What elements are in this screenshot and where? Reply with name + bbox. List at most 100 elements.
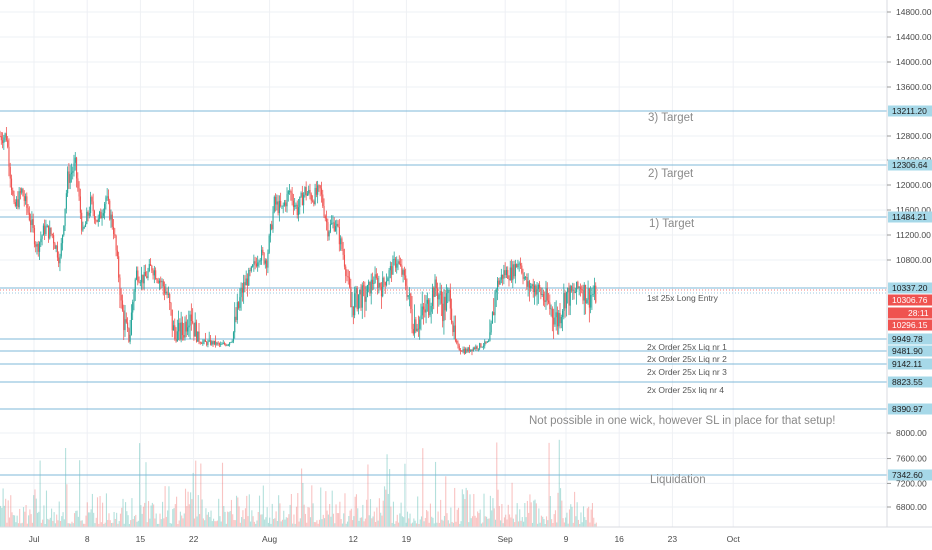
volume-bar xyxy=(42,519,44,527)
candle-body xyxy=(258,261,260,263)
candle-body xyxy=(164,286,166,294)
candle-body xyxy=(299,196,301,208)
candle-body xyxy=(499,279,501,285)
volume-bar xyxy=(567,523,569,527)
candle-body xyxy=(360,289,362,308)
volume-bar xyxy=(489,495,491,527)
volume-bar xyxy=(440,499,442,527)
candle-body xyxy=(167,294,169,295)
candle-body xyxy=(239,297,241,308)
candle-body xyxy=(76,157,78,179)
volume-bar xyxy=(274,518,276,527)
candle-body xyxy=(420,315,422,320)
candle-body xyxy=(268,235,270,253)
volume-bar xyxy=(299,518,301,527)
candle-body xyxy=(587,288,589,300)
volume-bar xyxy=(190,492,192,527)
candle-body xyxy=(81,212,83,231)
candle-body xyxy=(426,299,428,304)
volume-bar xyxy=(311,485,313,527)
volume-bar xyxy=(33,495,35,527)
candle-body xyxy=(462,349,464,352)
volume-bar xyxy=(517,521,520,527)
volume-bar xyxy=(133,516,136,527)
candle-body xyxy=(476,346,478,349)
volume-bar xyxy=(443,515,446,527)
volume-bar xyxy=(395,521,397,527)
candle-body xyxy=(65,193,67,209)
candles[interactable] xyxy=(0,127,597,356)
volume-bar xyxy=(99,496,101,527)
volume-bar xyxy=(125,502,127,527)
candle-body xyxy=(451,308,453,323)
volume-bar xyxy=(308,507,310,527)
candle-body xyxy=(31,219,33,225)
candle-body xyxy=(331,223,333,225)
volume-bar xyxy=(67,523,69,527)
volume-bar xyxy=(85,515,87,527)
candle-body xyxy=(388,270,390,279)
volume-bar xyxy=(250,521,252,527)
candle-body xyxy=(144,272,147,277)
candle-body xyxy=(101,215,103,219)
volume-bar xyxy=(174,504,176,527)
volume-bar xyxy=(369,499,372,527)
volume-bar xyxy=(209,517,211,527)
candle-body xyxy=(10,178,13,191)
candle-body xyxy=(554,317,556,325)
candle-body xyxy=(583,284,585,301)
volume-bar xyxy=(506,519,508,527)
volume-bar xyxy=(94,523,96,527)
candle-body xyxy=(318,185,320,187)
volume-bar xyxy=(29,509,31,527)
candle-body xyxy=(541,294,543,295)
candle-body xyxy=(466,349,468,352)
volume-bar xyxy=(224,511,226,527)
price-axis[interactable]: 6800.00 7200.00 7600.00 8000.00 10800.00 1120… xyxy=(887,7,932,512)
candle-body xyxy=(309,189,311,195)
volume-bar xyxy=(317,523,319,527)
volume-bar xyxy=(215,521,217,527)
candle-body xyxy=(570,286,573,291)
volume-bar xyxy=(426,510,428,527)
candle-body xyxy=(577,281,579,288)
candle-body xyxy=(489,332,491,342)
candle-body xyxy=(461,350,463,352)
candle-body xyxy=(513,264,515,277)
volume-bar xyxy=(382,500,384,527)
volume-bar xyxy=(0,505,2,527)
volume-bar xyxy=(243,519,245,527)
volume-bar xyxy=(398,522,400,527)
volume-bar xyxy=(202,518,204,527)
volume-bar xyxy=(579,523,581,527)
volume-bar xyxy=(510,517,512,527)
candle-body xyxy=(151,265,153,271)
volume-bar xyxy=(463,494,465,527)
volume-bar xyxy=(93,512,95,527)
candle-body xyxy=(195,322,198,342)
time-axis[interactable]: Jul 8 15 22 Aug 12 19 Sep 9 16 23 Oct xyxy=(29,534,741,544)
volume-bar xyxy=(452,522,454,527)
candle-body xyxy=(512,264,514,281)
volume-bar xyxy=(81,520,83,527)
volume-bar xyxy=(20,523,22,527)
level-annotation: 1) Target xyxy=(649,218,695,230)
horizontal-levels[interactable] xyxy=(0,110,887,476)
volume-bar xyxy=(79,460,81,527)
candle-body xyxy=(322,194,324,207)
volume-bar xyxy=(390,506,392,527)
candle-body xyxy=(180,322,182,340)
volume-bar xyxy=(554,510,557,527)
candle-body xyxy=(150,263,152,266)
volume-bar xyxy=(386,454,388,527)
volume-bar xyxy=(288,514,290,527)
volume-bar xyxy=(104,522,106,527)
volume-bar xyxy=(54,523,56,527)
candle-body xyxy=(216,342,218,345)
candle-body xyxy=(338,226,340,245)
volume-bar xyxy=(114,518,116,527)
volume-bar xyxy=(119,513,122,527)
volume-bar xyxy=(529,494,531,527)
candle-body xyxy=(377,277,379,288)
